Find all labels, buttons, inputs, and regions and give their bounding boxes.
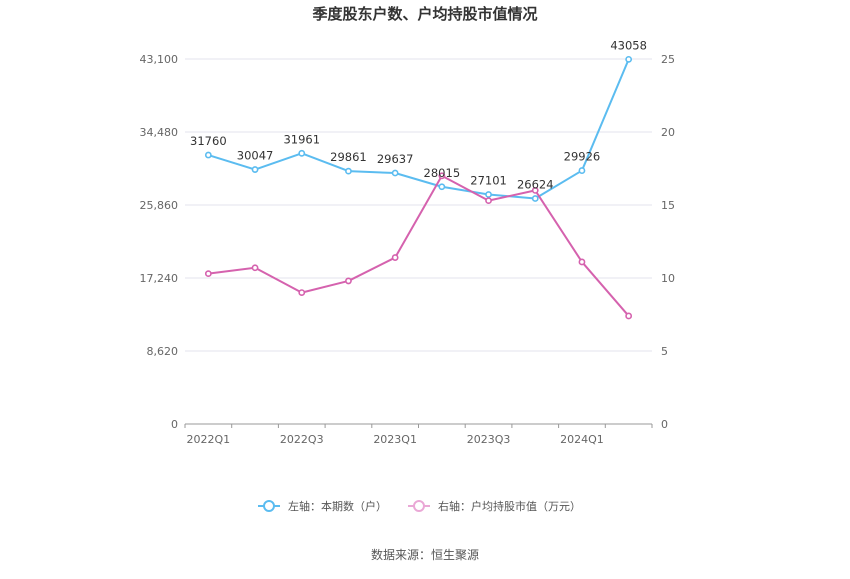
right-axis-tick-label: 5 (661, 345, 668, 358)
data-point (391, 254, 399, 261)
left-axis-tick-label: 43,100 (140, 53, 179, 66)
x-axis-tick-label: 2024Q1 (560, 433, 604, 446)
data-label: 43058 (610, 38, 647, 52)
series-layer (204, 55, 633, 320)
legend-label-1: 右轴：户均持股市值（万元） (438, 499, 581, 513)
data-point (391, 169, 399, 177)
data-label: 30047 (237, 149, 274, 163)
data-label: 26624 (517, 178, 554, 192)
chart-title: 季度股东户数、户均持股市值情况 (312, 5, 537, 23)
data-label: 27101 (470, 173, 507, 187)
data-label: 31961 (283, 132, 320, 146)
x-axis-tick-label: 2022Q1 (187, 433, 231, 446)
left-axis-tick-label: 17,240 (140, 272, 179, 285)
data-point (251, 264, 259, 272)
data-label-layer: 31760 30047 31961 29861 29637 28015 27101 26624… (190, 38, 647, 191)
data-point (438, 183, 446, 191)
data-point (578, 258, 586, 266)
data-point (345, 167, 352, 175)
legend-marker-0 (263, 500, 275, 512)
right-axis-tick-label: 20 (661, 126, 675, 139)
data-label: 29637 (377, 152, 414, 166)
data-point (204, 270, 212, 278)
source-text: 数据来源：恒生聚源 (371, 547, 479, 562)
data-point (298, 289, 306, 296)
data-point (485, 197, 492, 205)
grid-layer (185, 58, 652, 352)
data-label: 31760 (190, 134, 227, 148)
data-point (578, 167, 586, 174)
axis-layer: 0 8,620 17,240 25,860 34,480 43,100 0 5 10 15 20 25… (140, 53, 676, 446)
x-axis-tick-label: 2023Q3 (467, 433, 511, 446)
data-point (251, 166, 259, 173)
x-axis-tick-label: 2023Q1 (373, 433, 417, 446)
left-axis-tick-label: 34,480 (140, 126, 179, 139)
legend: 左轴：本期数（户） 右轴：户均持股市值（万元） (258, 499, 581, 513)
left-axis-tick-label: 8,620 (147, 345, 179, 358)
right-axis-tick-label: 15 (661, 199, 675, 212)
data-point (298, 149, 306, 157)
left-axis-tick-label: 0 (171, 418, 178, 431)
data-point (485, 191, 492, 198)
data-point (531, 195, 539, 202)
legend-marker-1 (413, 500, 425, 512)
x-axis-tick-label: 2022Q3 (280, 433, 324, 446)
data-label: 29926 (564, 150, 601, 164)
data-point (625, 55, 633, 63)
right-axis-tick-label: 25 (661, 53, 675, 66)
data-point (204, 151, 212, 159)
data-point (438, 172, 446, 180)
series-line-1 (208, 174, 630, 317)
series-line-0 (208, 58, 630, 200)
data-point (345, 277, 352, 285)
data-point (625, 312, 633, 320)
data-label: 28015 (424, 166, 461, 180)
left-axis-tick-label: 25,860 (140, 199, 179, 212)
right-axis-tick-label: 10 (661, 272, 675, 285)
right-axis-tick-label: 0 (661, 418, 668, 431)
legend-label-0: 左轴：本期数（户） (288, 499, 387, 513)
data-point (531, 186, 539, 194)
data-label: 29861 (330, 150, 367, 164)
